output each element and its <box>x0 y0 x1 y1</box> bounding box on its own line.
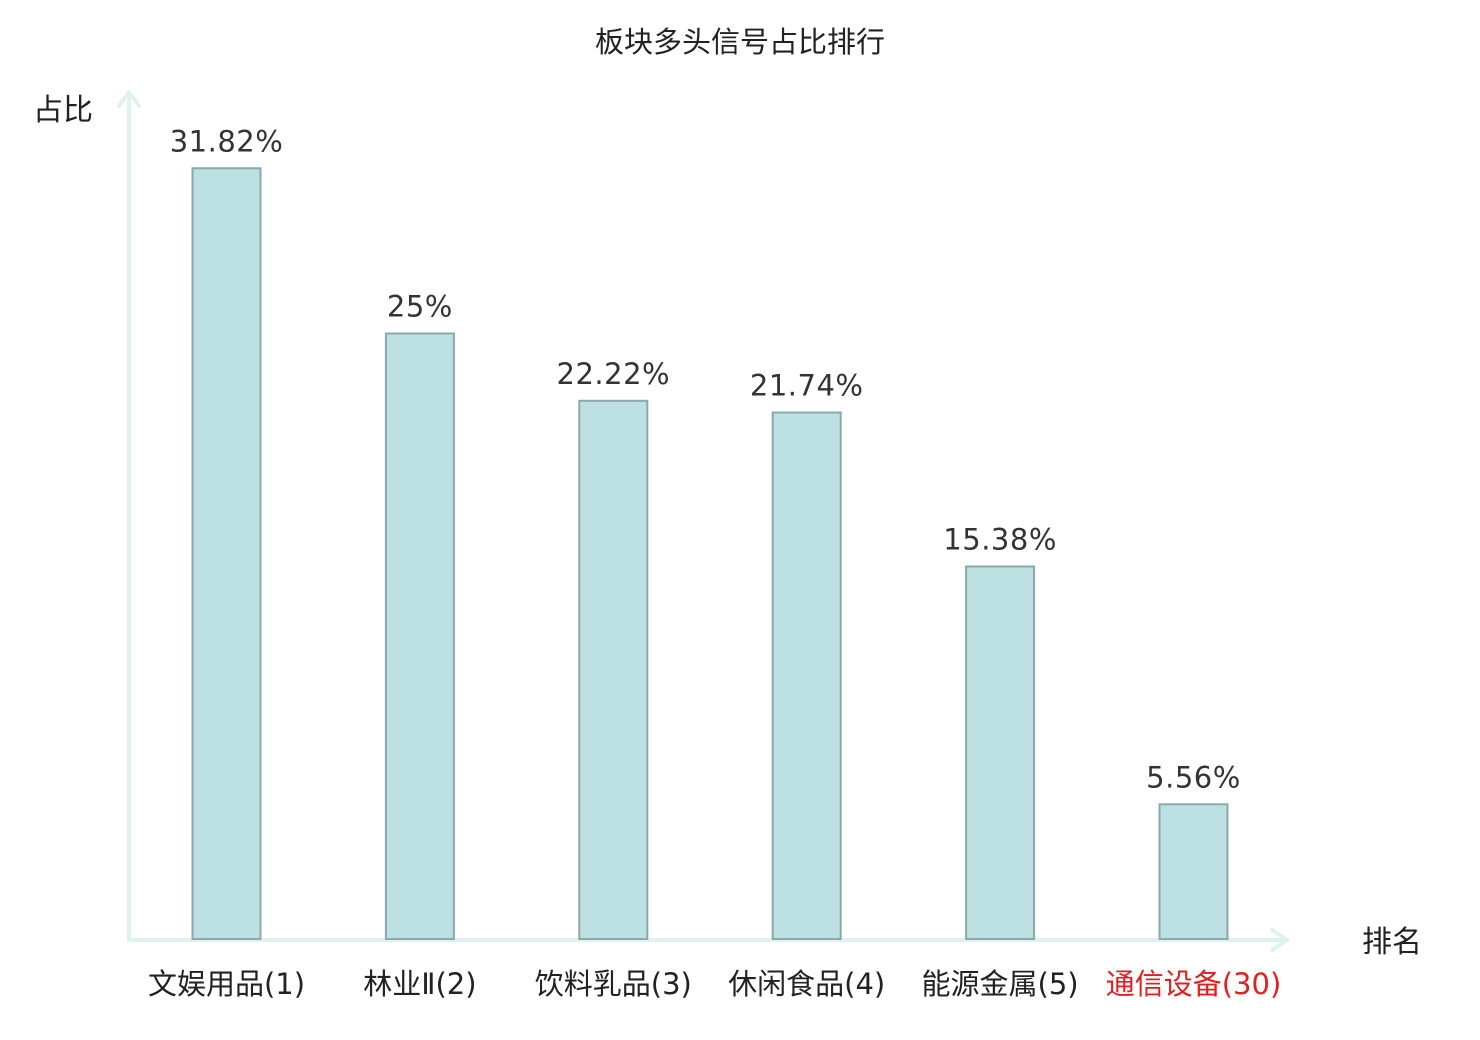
x-tick-label: 通信设备(30) <box>1106 967 1282 1001</box>
bar <box>191 167 262 941</box>
bar <box>1158 803 1229 940</box>
x-tick-label: 林业Ⅱ(2) <box>363 967 476 1001</box>
bar <box>771 411 842 940</box>
y-axis-label: 占比 <box>33 93 93 128</box>
bar-value-label: 15.38% <box>943 523 1057 557</box>
y-axis <box>117 90 141 942</box>
bar-value-label: 31.82% <box>170 124 284 158</box>
x-axis-label: 排名 <box>1362 925 1422 960</box>
y-axis-arrowhead <box>117 90 141 108</box>
x-axis-arrowhead <box>1270 928 1289 952</box>
x-axis <box>127 928 1289 952</box>
bar-value-label: 25% <box>387 290 453 324</box>
category-labels-group: 文娱用品(1) 林业Ⅱ(2) 饮料乳品(3) 休闲食品(4) 能源金属(5) 通信设备(3… <box>148 967 1281 1001</box>
bar-value-label: 21.74% <box>750 369 864 403</box>
value-labels-group: 31.82% 25% 22.22% 21.74% 15.38% 5.56% <box>170 124 1241 794</box>
bars-group <box>191 167 1229 941</box>
bar <box>384 332 455 940</box>
x-tick-label: 休闲食品(4) <box>728 967 885 1001</box>
x-tick-label: 文娱用品(1) <box>148 967 305 1001</box>
bar <box>965 565 1036 940</box>
bar-value-label: 22.22% <box>557 357 671 391</box>
x-tick-label: 能源金属(5) <box>922 967 1079 1001</box>
bar-value-label: 5.56% <box>1146 760 1241 794</box>
bar <box>578 399 649 940</box>
chart-title: 板块多头信号占比排行 <box>595 25 885 59</box>
x-tick-label: 饮料乳品(3) <box>535 967 692 1001</box>
